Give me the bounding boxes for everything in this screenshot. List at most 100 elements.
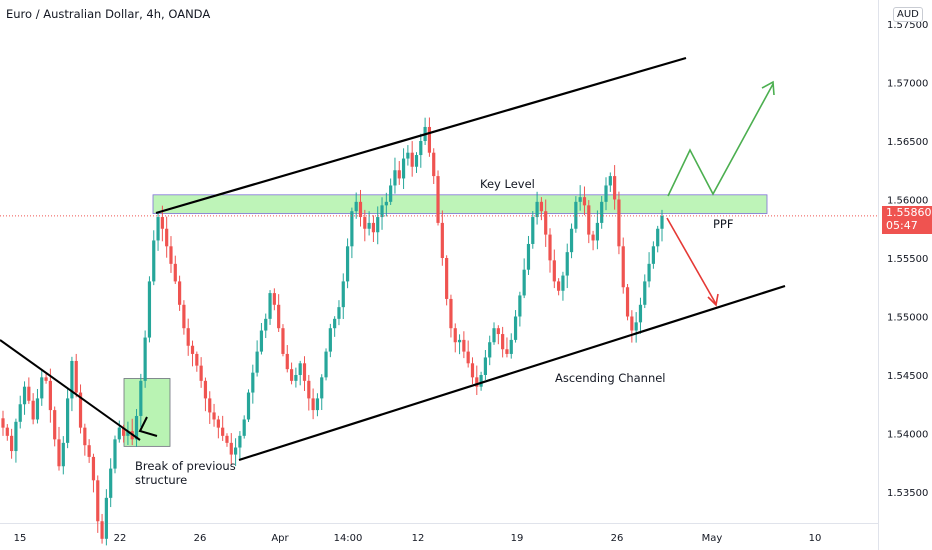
break-arrow[interactable] [138, 416, 158, 437]
candle-body [10, 435, 14, 452]
ascending-channel-label: Ascending Channel [555, 371, 666, 385]
candle-body [246, 392, 251, 420]
candle-body [320, 377, 324, 399]
candle-body [302, 363, 307, 381]
candle-body [242, 419, 246, 436]
candle-body [440, 222, 444, 258]
prior-trendline[interactable] [0, 339, 141, 441]
channel-lower-line[interactable] [238, 284, 786, 462]
candle-body [169, 246, 173, 264]
candle-body [186, 328, 190, 346]
candle-body [354, 201, 358, 212]
candle-body [96, 480, 100, 522]
candle-body [384, 201, 388, 206]
candle-body [591, 234, 595, 241]
candle-body [466, 351, 470, 364]
candle-body [212, 412, 216, 420]
current-price-label: 1.55860 [886, 206, 932, 219]
candle-body [268, 293, 272, 319]
candle-body [509, 339, 513, 354]
y-tick-label: 1.55000 [887, 313, 928, 324]
candle-body [195, 353, 199, 366]
candle-body [660, 215, 664, 229]
bullish-projection-arrowhead [761, 80, 775, 96]
x-tick-label: 22 [114, 533, 127, 544]
channel-upper-line[interactable] [155, 56, 687, 215]
candle-body [427, 126, 432, 153]
chart-title: Euro / Australian Dollar, 4h, OANDA [6, 7, 211, 21]
candle-body [587, 205, 591, 235]
candle-body [565, 252, 569, 276]
x-tick-label: 19 [511, 533, 524, 544]
candle-body [27, 386, 31, 401]
bearish-projection-path[interactable] [666, 217, 717, 305]
candle-body [651, 246, 655, 264]
candle-body [294, 375, 298, 381]
candle-body [134, 415, 139, 440]
current-price-tag: 1.55860 05:47 [882, 206, 932, 234]
candle-body [272, 293, 276, 305]
x-tick-label: Apr [271, 533, 289, 544]
candle-body [475, 377, 479, 387]
candle-body [488, 342, 492, 358]
candle-body [367, 222, 371, 229]
candle-body [548, 234, 552, 261]
candle-body [613, 176, 617, 200]
candle-body [436, 176, 440, 223]
candle-body [238, 435, 242, 448]
candle-body [78, 392, 83, 428]
candle-body [479, 375, 483, 387]
bearish-projection-arrowhead [707, 293, 719, 307]
currency-badge[interactable]: AUD [893, 7, 923, 22]
candle-body [109, 468, 113, 498]
candle-body [18, 404, 22, 422]
candle-body [656, 228, 660, 247]
candle-body [281, 328, 285, 354]
candle-body [337, 307, 341, 319]
candle-body [48, 380, 52, 411]
candle-body [582, 197, 587, 206]
candle-body [539, 201, 543, 212]
candle-body [647, 263, 651, 282]
candle-body [557, 281, 561, 291]
candle-body [341, 281, 345, 308]
candle-body [14, 421, 18, 452]
candle-body [638, 304, 643, 323]
candle-body [233, 447, 238, 455]
candle-body [113, 439, 117, 469]
candle-body [229, 442, 233, 455]
candle-body [22, 386, 27, 405]
x-tick-label: 12 [412, 533, 425, 544]
candle-body [406, 152, 410, 159]
candle-body [328, 328, 332, 352]
candle-countdown-label: 05:47 [886, 219, 918, 232]
candle-body [432, 152, 436, 177]
candle-body [147, 281, 152, 338]
candle-body [66, 398, 70, 443]
candle-body [117, 427, 121, 440]
y-tick-label: 1.54000 [887, 430, 928, 441]
candle-body [190, 345, 195, 354]
break-structure-label-line1: Break of previous [135, 459, 236, 473]
candle-body [393, 170, 397, 186]
bullish-projection-path[interactable] [667, 83, 774, 197]
candle-body [505, 349, 509, 354]
candle-body [298, 363, 302, 375]
candle-body [40, 377, 44, 399]
break-structure-label-line2: structure [135, 473, 187, 487]
candle-body [126, 431, 130, 436]
candle-body [350, 211, 354, 247]
key-level-zone[interactable] [152, 194, 768, 214]
candle-body [630, 316, 634, 331]
candle-body [604, 185, 608, 202]
candle-body [345, 246, 350, 282]
y-tick-label: 1.54500 [887, 371, 928, 382]
candle-body [324, 351, 328, 378]
candle-body [470, 363, 475, 378]
candle-body [397, 170, 401, 179]
candle-body [91, 456, 96, 481]
candle-body [625, 287, 630, 317]
candle-body [122, 427, 126, 436]
